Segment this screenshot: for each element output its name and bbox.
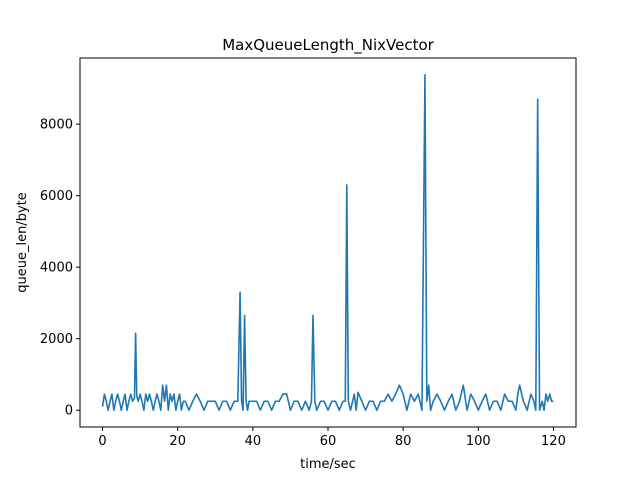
x-tick-label: 0	[98, 434, 106, 449]
x-axis: 0 20 40 60 80 100 120	[98, 427, 566, 449]
x-tick-label: 40	[245, 434, 262, 449]
x-tick-label: 20	[169, 434, 186, 449]
x-axis-label: time/sec	[300, 457, 356, 472]
x-tick-label: 100	[466, 434, 491, 449]
x-tick-label: 60	[320, 434, 337, 449]
y-tick-label: 4000	[40, 261, 73, 276]
y-tick-label: 2000	[40, 332, 73, 347]
series-line-0	[101, 74, 554, 411]
y-tick-label: 8000	[40, 118, 73, 133]
x-tick-label: 80	[395, 434, 412, 449]
y-tick-label: 0	[65, 404, 73, 419]
chart-title: MaxQueueLength_NixVector	[222, 36, 434, 55]
plot-area	[101, 74, 554, 411]
y-tick-label: 6000	[40, 189, 73, 204]
x-tick-label: 120	[541, 434, 566, 449]
y-axis-label: queue_len/byte	[15, 192, 30, 293]
y-axis: 0 2000 4000 6000 8000	[40, 118, 80, 419]
